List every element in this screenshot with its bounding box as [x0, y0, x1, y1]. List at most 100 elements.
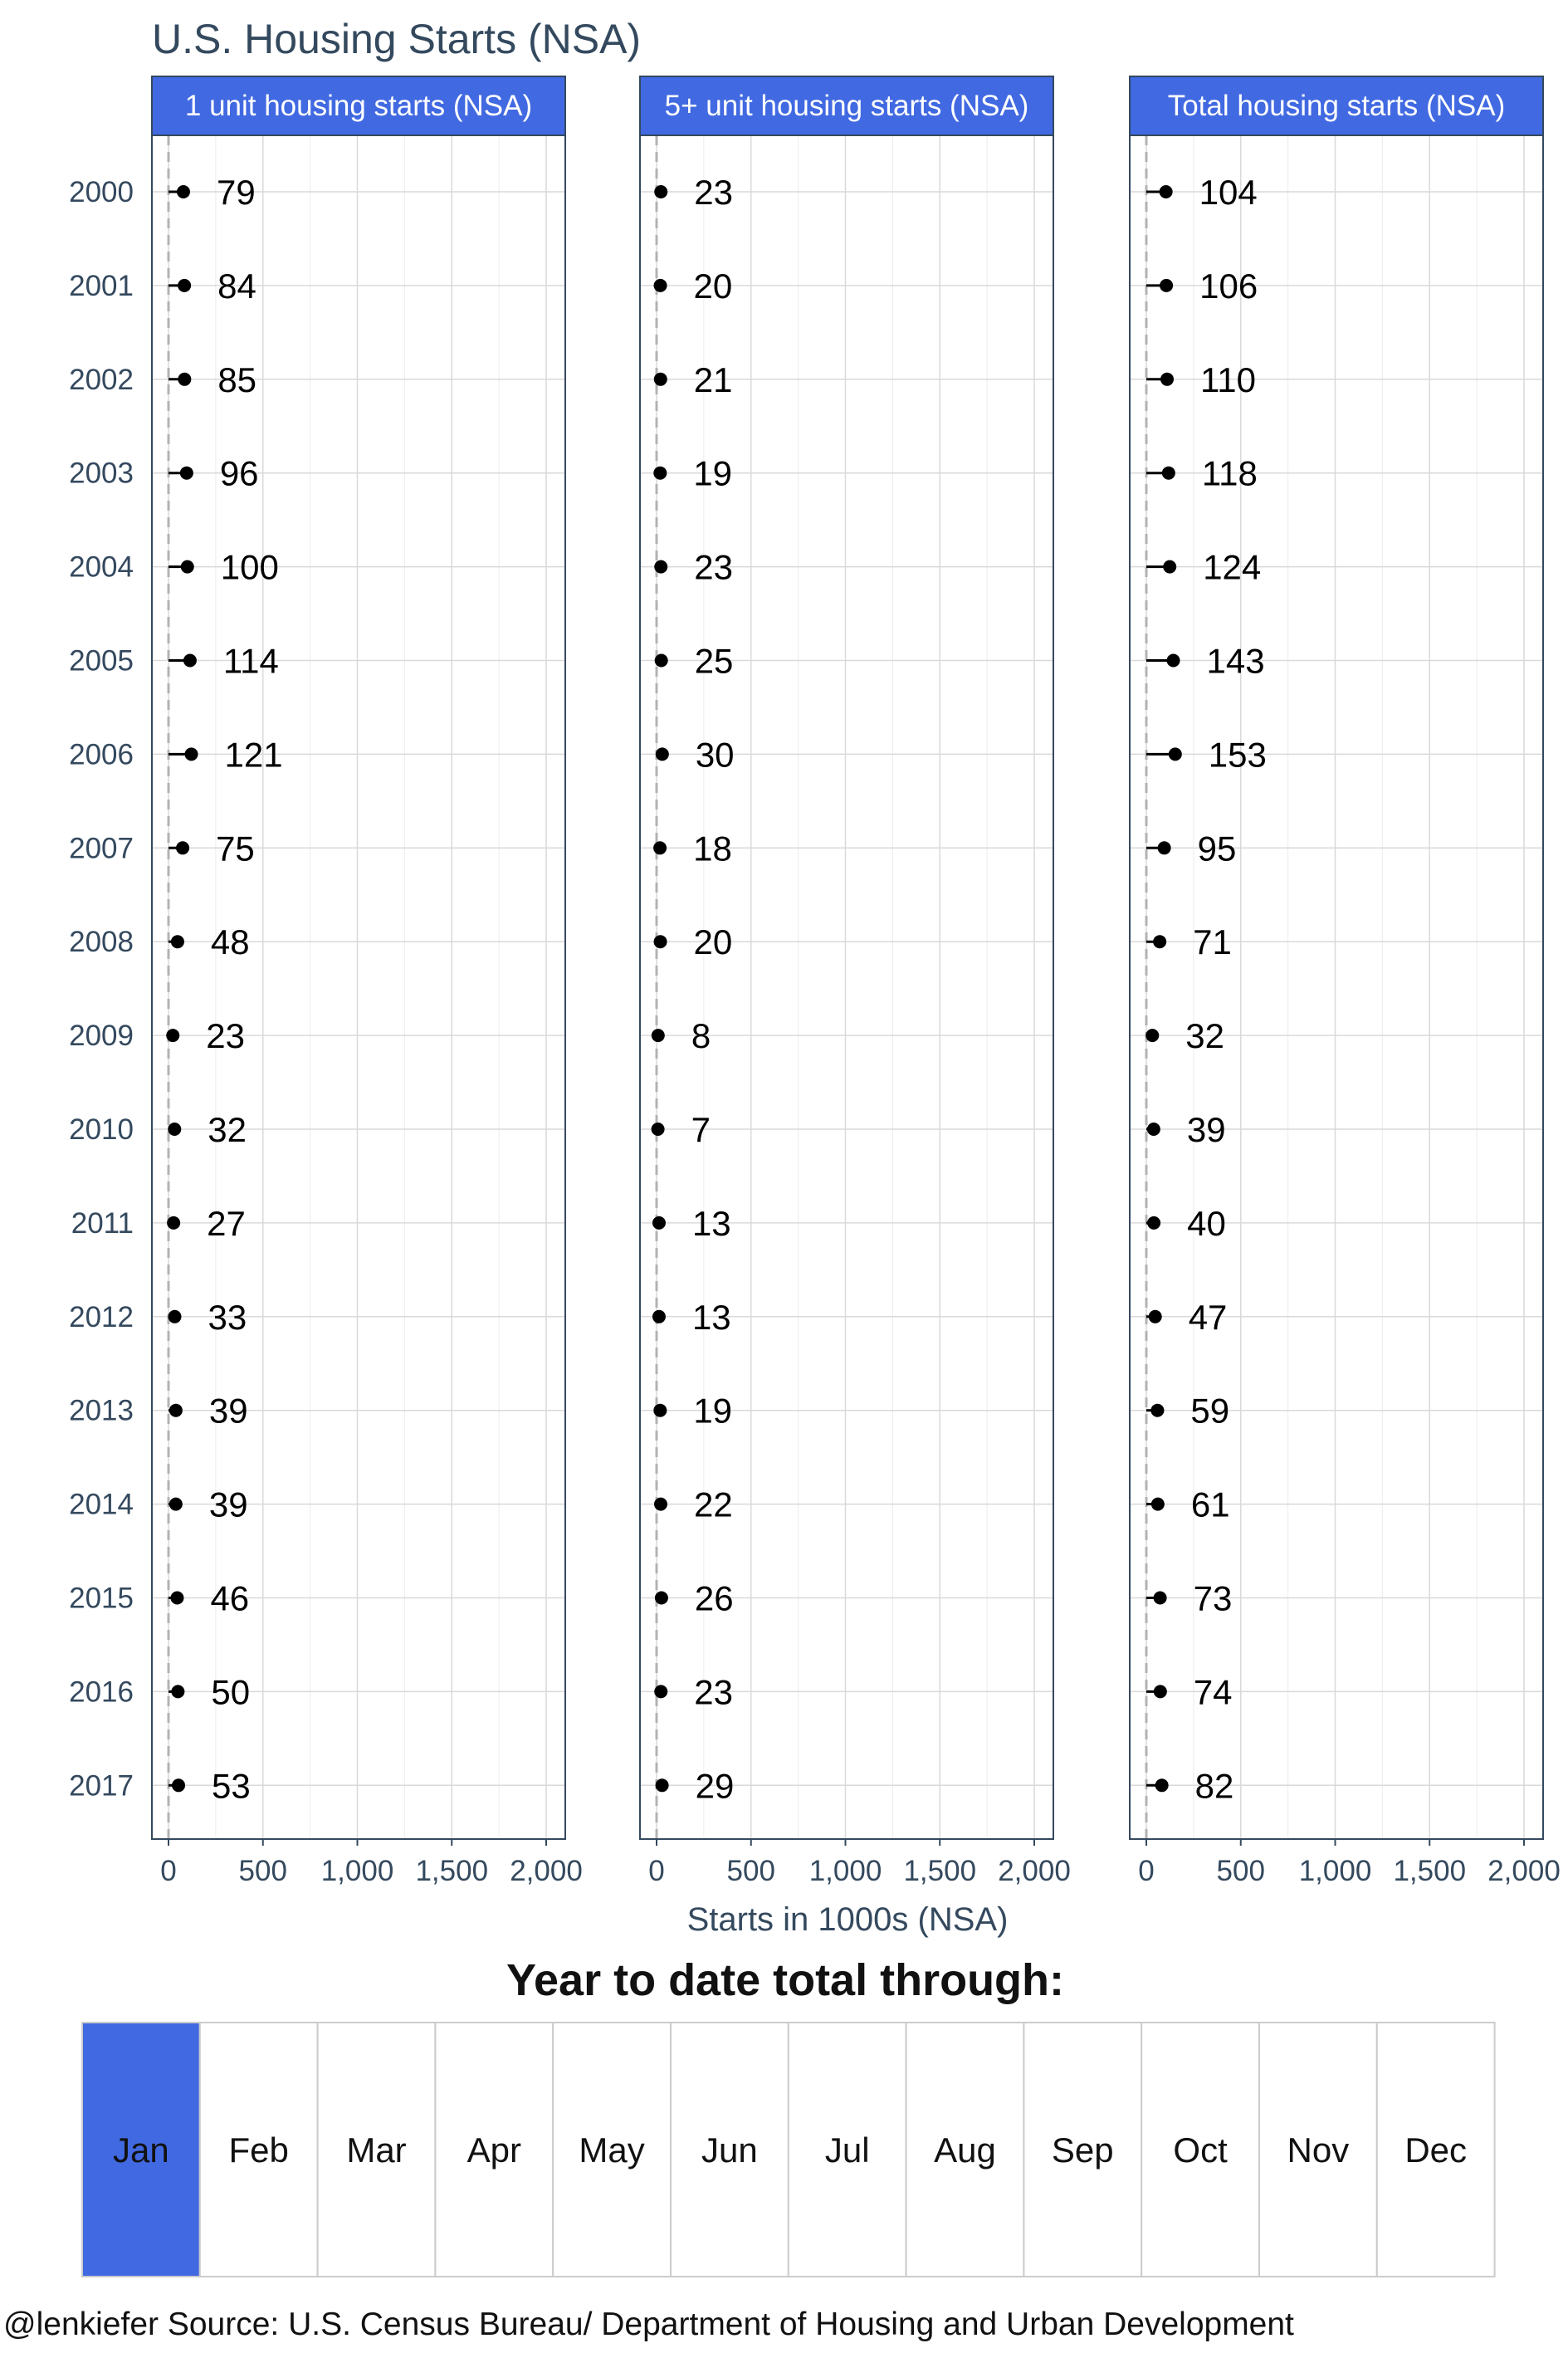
- data-point: [654, 653, 668, 668]
- data-point: [654, 1497, 668, 1511]
- data-label: 118: [1202, 454, 1258, 493]
- data-point: [1163, 560, 1177, 574]
- data-label: 124: [1203, 548, 1261, 587]
- x-tick-label: 1,500: [415, 1855, 488, 1887]
- data-label: 50: [211, 1672, 250, 1711]
- x-tick-label: 500: [239, 1855, 287, 1887]
- month-cell-aug: Aug: [905, 2022, 1025, 2277]
- month-cell-mar: Mar: [316, 2022, 437, 2277]
- data-point: [654, 560, 668, 574]
- data-point: [167, 1216, 181, 1230]
- y-tick-label: 2008: [69, 926, 134, 958]
- data-point: [1153, 1591, 1167, 1605]
- month-label: Dec: [1404, 2130, 1467, 2170]
- data-label: 20: [694, 267, 733, 306]
- data-label: 32: [208, 1110, 247, 1149]
- panel-marks: 79 84 85 96 100 114 121 75 48 23 32 27 33 39 39 46 50 53: [166, 173, 283, 1805]
- data-label: 59: [1190, 1392, 1229, 1431]
- data-point: [1157, 841, 1171, 855]
- data-point: [1161, 466, 1175, 480]
- y-tick-label: 2012: [69, 1301, 134, 1333]
- data-label: 23: [694, 548, 733, 587]
- data-label: 39: [209, 1392, 248, 1431]
- facet-panels: 1 unit housing starts (NSA)7984859610011…: [151, 76, 1561, 1887]
- data-point: [168, 1123, 182, 1136]
- data-label: 85: [217, 360, 256, 399]
- panel-border: [1129, 135, 1544, 1840]
- data-label: 13: [692, 1204, 731, 1243]
- data-point: [184, 747, 198, 761]
- panel-grid: [1130, 135, 1543, 1839]
- data-label: 96: [220, 454, 259, 493]
- data-point: [651, 1123, 665, 1136]
- month-cell-bg: [1141, 2022, 1260, 2277]
- data-point: [1160, 372, 1175, 386]
- data-point: [170, 935, 184, 949]
- data-point: [180, 560, 194, 574]
- month-cell-jan: Jan: [81, 2022, 201, 2277]
- data-label: 23: [206, 1016, 245, 1055]
- panel-strip: [639, 76, 1054, 136]
- data-label: 23: [694, 173, 733, 212]
- month-cell-apr: Apr: [434, 2022, 554, 2277]
- data-label: 8: [691, 1016, 711, 1055]
- x-axis: 0 500 1,000 1,500 2,000: [648, 1839, 1071, 1887]
- y-axis-year-labels: 2000 2001 2002 2003 2004 2005 2006 2007 2008 2009…: [69, 176, 134, 1802]
- data-point: [653, 1403, 667, 1417]
- data-point: [1148, 1309, 1162, 1323]
- month-cell-jul: Jul: [787, 2022, 907, 2277]
- data-label: 75: [216, 829, 255, 868]
- data-point: [1166, 653, 1180, 668]
- data-label: 48: [211, 922, 250, 961]
- y-tick-label: 2013: [69, 1395, 134, 1427]
- panel-marks: 104 106 110 118 124 143 153 95 71 32 39 40 47 59 61 73 7…: [1145, 173, 1267, 1805]
- data-label: 22: [694, 1485, 733, 1524]
- month-label: Mar: [346, 2130, 406, 2170]
- data-point: [178, 278, 192, 292]
- data-point: [653, 372, 667, 386]
- x-tick-label: 500: [1217, 1855, 1265, 1887]
- data-point: [166, 1029, 180, 1043]
- month-cell-selected: [81, 2022, 201, 2277]
- x-tick-label: 1,000: [1299, 1855, 1372, 1887]
- panel-1-unit-housing-starts-nsa: 1 unit housing starts (NSA) 79 84 85 96 100 11…: [151, 76, 583, 1887]
- data-point: [655, 747, 669, 761]
- data-point: [654, 185, 668, 198]
- data-label: 30: [696, 735, 735, 774]
- data-label: 32: [1185, 1016, 1224, 1055]
- y-tick-label: 2004: [69, 551, 134, 584]
- month-label: Apr: [467, 2130, 521, 2170]
- panel-strip: [151, 76, 566, 136]
- data-label: 13: [692, 1298, 731, 1337]
- month-cell-sep: Sep: [1023, 2022, 1143, 2277]
- data-label: 21: [694, 360, 733, 399]
- y-tick-label: 2002: [69, 364, 134, 396]
- data-point: [654, 1685, 668, 1699]
- y-tick-label: 2016: [69, 1675, 134, 1708]
- x-tick-label: 0: [1138, 1855, 1154, 1887]
- data-point: [1150, 1497, 1165, 1511]
- data-label: 18: [693, 829, 732, 868]
- month-cell-oct: Oct: [1141, 2022, 1260, 2277]
- month-cell-bg: [787, 2022, 907, 2277]
- data-label: 74: [1194, 1672, 1233, 1711]
- panel-strip: [1129, 76, 1544, 136]
- panel-border: [639, 135, 1054, 1840]
- data-label: 79: [217, 173, 256, 212]
- x-tick-label: 0: [648, 1855, 664, 1887]
- data-point: [653, 841, 667, 855]
- data-label: 29: [696, 1766, 735, 1805]
- data-point: [178, 372, 192, 386]
- data-point: [1153, 1685, 1167, 1699]
- data-point: [651, 1029, 665, 1043]
- month-cell-feb: Feb: [198, 2022, 319, 2277]
- data-label: 46: [210, 1579, 249, 1618]
- data-point: [176, 185, 190, 198]
- month-selector: Jan Feb Mar Apr May Jun Jul Aug Sep Oct Nov Dec: [81, 2022, 1496, 2277]
- month-cell-jun: Jun: [670, 2022, 789, 2277]
- data-point: [183, 653, 197, 668]
- data-point: [652, 1216, 666, 1230]
- data-point: [655, 1778, 669, 1793]
- data-point: [170, 1591, 184, 1605]
- data-point: [1159, 185, 1173, 198]
